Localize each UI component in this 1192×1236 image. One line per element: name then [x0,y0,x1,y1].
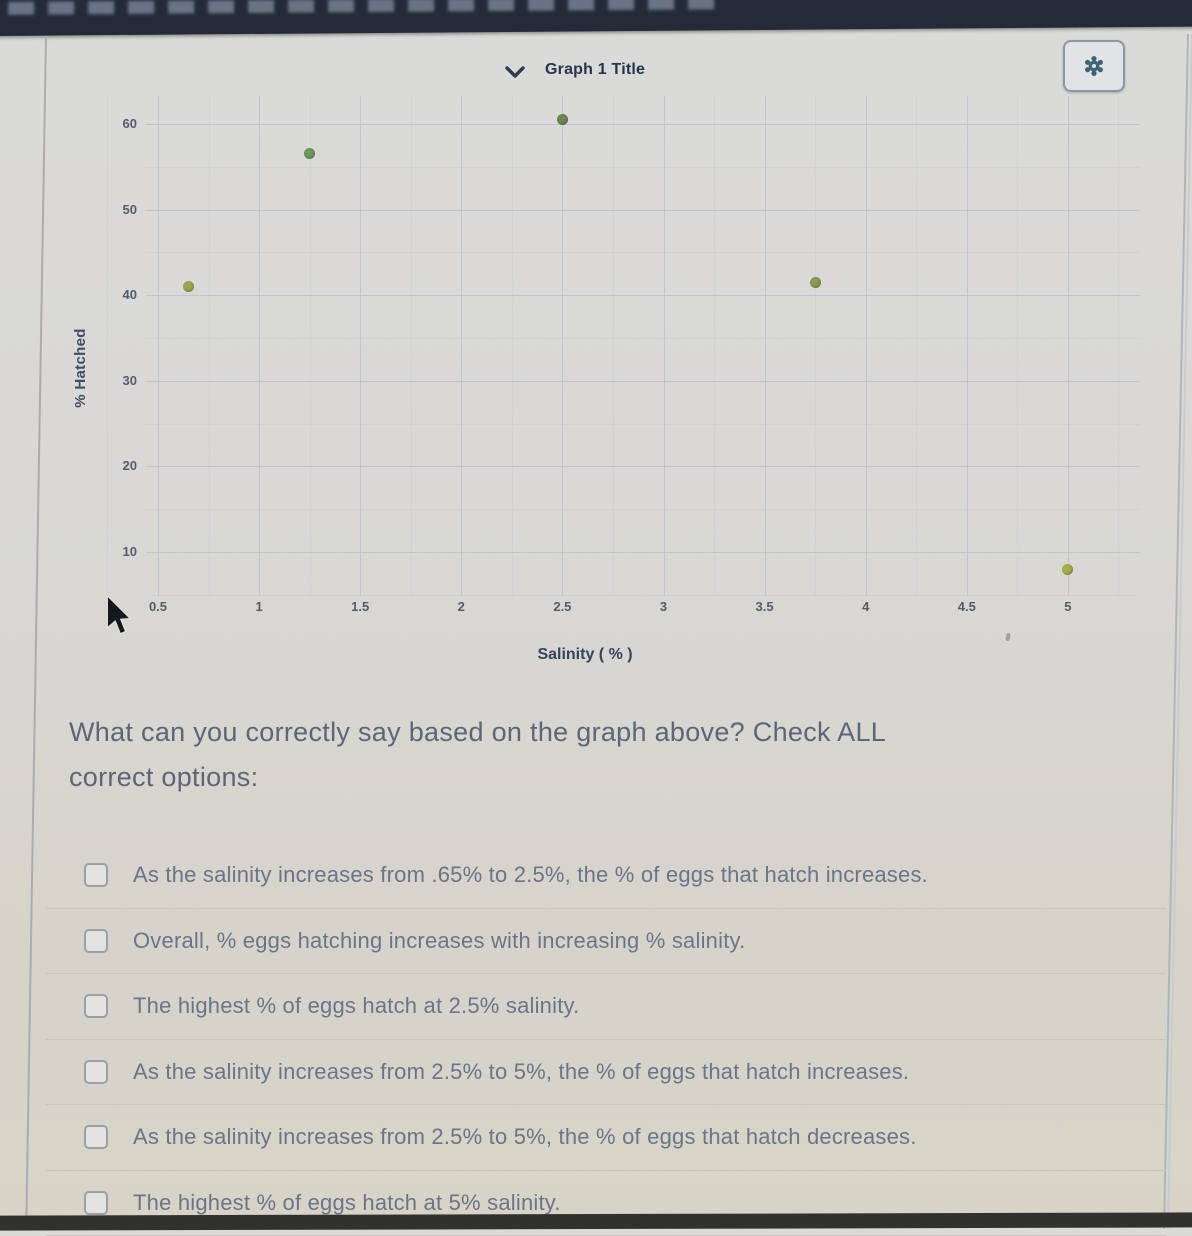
gridline-x [1068,96,1069,596]
gridline-x [765,96,766,596]
y-axis-label: % Hatched [72,268,92,468]
top-bar [0,0,1192,36]
minor-gridline-x [107,96,108,596]
option-row-2[interactable]: Overall, % eggs hatching increases with … [46,909,1166,975]
option-label: Overall, % eggs hatching increases with … [133,928,745,954]
minor-gridline-x [209,96,210,596]
x-tick-label: 3.5 [743,599,787,614]
x-tick-label: 4.5 [945,599,989,614]
stray-mark [1005,633,1011,642]
bottom-bar [0,1212,1192,1230]
graph-title[interactable]: Graph 1 Title [545,61,645,79]
data-point [183,281,194,292]
minor-gridline-x [1017,96,1018,596]
option-checkbox[interactable] [84,1125,108,1149]
gridline-y [146,381,1140,382]
option-checkbox[interactable] [84,929,108,953]
data-point [810,277,821,288]
x-tick-label: 1 [237,599,281,614]
gridline-x [158,96,159,596]
minor-gridline-x [1118,96,1119,596]
gear-icon [1081,53,1107,79]
x-tick-label: 4 [844,599,888,614]
x-tick-label: 1.5 [338,599,382,614]
options-list: As the salinity increases from .65% to 2… [46,843,1166,1236]
x-tick-label: 2 [439,599,483,614]
blurred-topbar-text [8,0,728,15]
minor-gridline-y [146,252,1140,253]
panel-right-border-outer [1167,34,1192,1229]
y-tick-label: 20 [97,458,137,473]
x-tick-label: 5 [1046,599,1090,614]
minor-gridline-y [146,509,1140,510]
data-point [557,114,568,125]
minor-gridline-y [146,338,1140,339]
mouse-cursor-icon [106,596,136,643]
y-tick-label: 40 [97,287,137,302]
option-checkbox[interactable] [84,1060,108,1084]
option-label: As the salinity increases from 2.5% to 5… [133,1124,917,1150]
minor-gridline-x [310,96,311,596]
minor-gridline-x [512,96,513,596]
data-point [304,148,315,159]
y-tick-label: 10 [97,544,137,559]
minor-gridline-y [146,595,1140,596]
gridline-y [146,210,1140,211]
option-checkbox[interactable] [84,994,108,1018]
option-label: As the salinity increases from .65% to 2… [133,862,928,888]
minor-gridline-x [714,96,715,596]
graph-settings-button[interactable] [1063,40,1125,92]
gridline-y [146,466,1140,467]
option-row-1[interactable]: As the salinity increases from .65% to 2… [46,843,1166,909]
minor-gridline-x [916,96,917,596]
x-tick-label: 0.5 [136,599,180,614]
gridline-y [146,295,1140,296]
y-tick-label: 30 [97,373,137,388]
gridline-y [146,124,1140,125]
gridline-x [562,96,563,596]
gridline-x [967,96,968,596]
y-tick-label: 50 [97,202,137,217]
x-axis-label: Salinity ( % ) [435,646,735,664]
minor-gridline-x [613,96,614,596]
gridline-y [146,552,1140,553]
option-row-5[interactable]: As the salinity increases from 2.5% to 5… [46,1105,1166,1171]
option-label: The highest % of eggs hatch at 2.5% sali… [133,993,579,1019]
option-label: The highest % of eggs hatch at 5% salini… [133,1190,561,1216]
chevron-down-icon[interactable] [504,64,526,80]
minor-gridline-x [815,96,816,596]
option-row-4[interactable]: As the salinity increases from 2.5% to 5… [46,1040,1166,1106]
panel-left-border [25,36,47,1228]
option-row-3[interactable]: The highest % of eggs hatch at 2.5% sali… [46,974,1166,1040]
y-tick-label: 60 [97,116,137,131]
x-tick-label: 2.5 [540,599,584,614]
minor-gridline-y [146,424,1140,425]
minor-gridline-y [146,167,1140,168]
option-checkbox[interactable] [84,863,108,887]
option-checkbox[interactable] [84,1191,108,1215]
x-tick-label: 3 [642,599,686,614]
gridline-x [259,96,260,596]
gridline-x [360,96,361,596]
gridline-x [664,96,665,596]
panel-right-border [1163,34,1189,1229]
minor-gridline-x [411,96,412,596]
gridline-x [461,96,462,596]
question-text: What can you correctly say based on the … [69,710,1089,801]
option-label: As the salinity increases from 2.5% to 5… [133,1059,909,1085]
data-point [1062,564,1073,575]
gridline-x [866,96,867,596]
